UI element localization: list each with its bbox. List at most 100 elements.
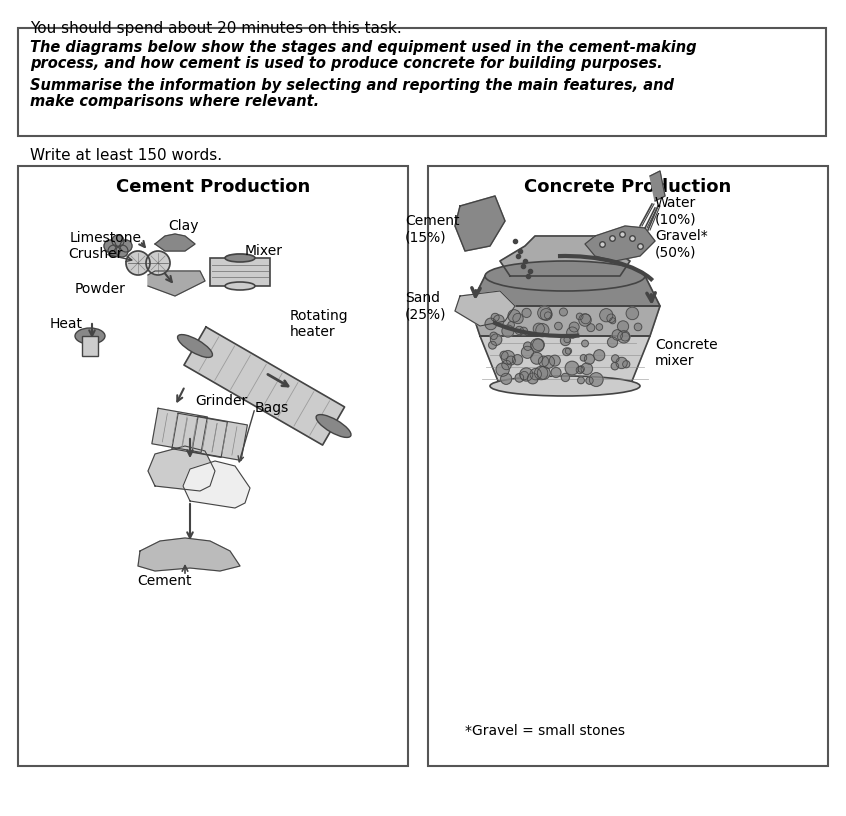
- Circle shape: [126, 251, 150, 275]
- Text: Grinder: Grinder: [195, 394, 247, 408]
- Circle shape: [537, 366, 550, 379]
- Text: process, and how cement is used to produce concrete for building purposes.: process, and how cement is used to produ…: [30, 56, 662, 71]
- Circle shape: [555, 322, 563, 330]
- Text: Limestone: Limestone: [70, 231, 142, 245]
- Circle shape: [533, 323, 545, 335]
- Polygon shape: [500, 236, 630, 276]
- Circle shape: [535, 366, 548, 379]
- Circle shape: [610, 317, 616, 324]
- Circle shape: [513, 355, 523, 365]
- Polygon shape: [138, 538, 240, 571]
- Circle shape: [561, 373, 569, 382]
- Circle shape: [530, 339, 544, 352]
- Circle shape: [116, 245, 128, 257]
- Circle shape: [618, 330, 630, 343]
- Ellipse shape: [75, 328, 105, 344]
- Circle shape: [576, 313, 583, 320]
- Circle shape: [501, 351, 514, 364]
- Circle shape: [578, 377, 585, 384]
- Circle shape: [578, 366, 585, 372]
- Circle shape: [576, 366, 584, 374]
- Circle shape: [569, 322, 580, 332]
- Polygon shape: [470, 306, 660, 336]
- Circle shape: [542, 356, 555, 368]
- Circle shape: [112, 235, 124, 247]
- Ellipse shape: [225, 254, 255, 262]
- Circle shape: [634, 323, 642, 330]
- Circle shape: [618, 321, 629, 332]
- Circle shape: [120, 240, 132, 252]
- Circle shape: [536, 324, 549, 337]
- Polygon shape: [155, 234, 195, 251]
- Circle shape: [621, 332, 629, 341]
- Circle shape: [524, 342, 532, 350]
- Circle shape: [545, 312, 552, 319]
- Circle shape: [564, 336, 570, 343]
- Ellipse shape: [490, 376, 640, 396]
- Polygon shape: [183, 461, 250, 508]
- Text: *Gravel = small stones: *Gravel = small stones: [465, 724, 625, 738]
- Circle shape: [515, 374, 524, 382]
- Polygon shape: [480, 336, 650, 386]
- Circle shape: [587, 324, 595, 331]
- Circle shape: [565, 361, 579, 375]
- Circle shape: [626, 307, 639, 320]
- Circle shape: [623, 361, 629, 368]
- Polygon shape: [184, 327, 344, 445]
- Circle shape: [613, 330, 623, 340]
- Circle shape: [579, 314, 591, 326]
- Circle shape: [520, 371, 529, 379]
- Circle shape: [585, 354, 595, 364]
- Circle shape: [485, 318, 497, 330]
- Circle shape: [612, 355, 619, 362]
- Text: Cement Production: Cement Production: [116, 178, 310, 196]
- Circle shape: [522, 308, 531, 317]
- Circle shape: [616, 357, 627, 369]
- Circle shape: [559, 308, 568, 316]
- Text: Concrete
mixer: Concrete mixer: [655, 338, 717, 368]
- Text: Bags: Bags: [255, 401, 289, 415]
- Circle shape: [594, 350, 605, 361]
- Circle shape: [493, 315, 504, 326]
- Circle shape: [521, 346, 534, 358]
- Circle shape: [549, 355, 560, 366]
- Circle shape: [607, 337, 618, 348]
- Circle shape: [508, 322, 514, 328]
- Circle shape: [581, 363, 592, 375]
- Polygon shape: [455, 291, 515, 326]
- Circle shape: [580, 314, 591, 324]
- Polygon shape: [148, 271, 205, 296]
- Circle shape: [600, 308, 613, 322]
- Circle shape: [519, 368, 533, 381]
- Text: Powder: Powder: [75, 282, 126, 296]
- Circle shape: [541, 308, 552, 321]
- Text: Write at least 150 words.: Write at least 150 words.: [30, 148, 222, 163]
- Circle shape: [519, 327, 528, 335]
- Text: Sand
(25%): Sand (25%): [405, 290, 447, 322]
- Circle shape: [513, 313, 523, 324]
- Circle shape: [611, 362, 618, 370]
- Circle shape: [530, 353, 542, 364]
- Circle shape: [489, 341, 497, 349]
- Circle shape: [492, 313, 499, 322]
- FancyBboxPatch shape: [428, 166, 828, 766]
- Text: Cement
(15%): Cement (15%): [405, 214, 459, 244]
- Circle shape: [586, 377, 593, 384]
- Text: Mixer: Mixer: [245, 244, 283, 258]
- Circle shape: [527, 373, 538, 384]
- Ellipse shape: [225, 282, 255, 290]
- Circle shape: [507, 356, 515, 365]
- Polygon shape: [650, 171, 665, 201]
- Polygon shape: [470, 276, 660, 306]
- Text: The diagrams below show the stages and equipment used in the cement-making: The diagrams below show the stages and e…: [30, 40, 696, 55]
- Polygon shape: [172, 413, 228, 458]
- Text: Concrete Production: Concrete Production: [525, 178, 732, 196]
- Circle shape: [560, 335, 570, 346]
- Polygon shape: [192, 416, 247, 460]
- Circle shape: [108, 245, 120, 257]
- Circle shape: [491, 334, 502, 345]
- Text: Gravel*
(50%): Gravel* (50%): [655, 229, 708, 259]
- Text: Crusher: Crusher: [68, 247, 123, 261]
- Circle shape: [590, 373, 603, 387]
- Circle shape: [580, 355, 587, 361]
